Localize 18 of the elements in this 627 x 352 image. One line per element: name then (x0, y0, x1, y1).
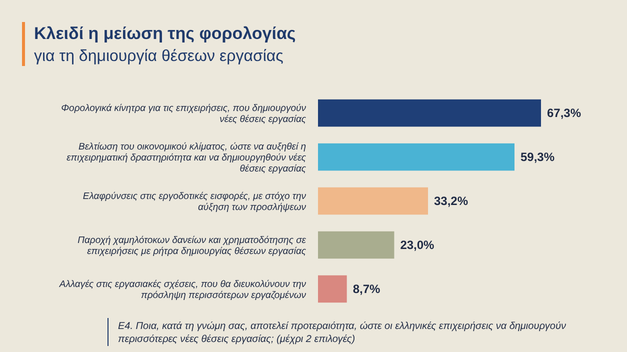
y-tick-label: Ελαφρύνσεις στις εργοδοτικές εισφορές, με στόχο την αύξηση των προσλήψεων (82, 190, 306, 213)
y-tick-label: Παροχή χαμηλότοκων δανείων και χρηματοδότησης σε επιχειρήσεις με ρήτρα δημιουργίας θέσεων εργασίας (78, 234, 307, 257)
bar (318, 99, 541, 127)
bar (318, 187, 428, 215)
y-tick-label: Αλλαγές στις εργασιακές σχέσεις, που θα διευκολύνουν την πρόσληψη περισσότερων εργαζομένων (58, 278, 306, 301)
data-label: 67,3% (547, 106, 582, 120)
text: Ε4. Ποια, κατά τη γνώμη σας, αποτελεί προτεραιότητα, ώστε οι ελληνικές επιχειρήσεις να δημιουργούν περισσότερες νέες θέσεις εργασίας; (μέχρι 2 επιλογές) (118, 321, 566, 345)
bar (318, 143, 514, 171)
data-label: 8,7% (352, 282, 381, 296)
y-tick-label: Φορολογικά κίνητρα για τις επιχειρήσεις, που δημιουργούν νέες θέσεις εργασίας (61, 102, 306, 125)
data-label: 59,3% (520, 150, 555, 164)
data-label: 33,2% (434, 194, 468, 208)
y-tick-label: Βελτίωση του οικονομικού κλίματος, ώστε να αυξηθεί η επιχειρηματική δραστηριότητα και να δημιουργηθούν νέες θέσεις εργασίας (66, 141, 306, 174)
bar (318, 231, 394, 259)
text: Κλειδί η μείωση της φορολογίας (34, 24, 296, 43)
bar (318, 275, 347, 303)
text: για τη δημιουργία θέσεων εργασίας (34, 48, 284, 65)
data-label: 23,0% (400, 238, 435, 252)
